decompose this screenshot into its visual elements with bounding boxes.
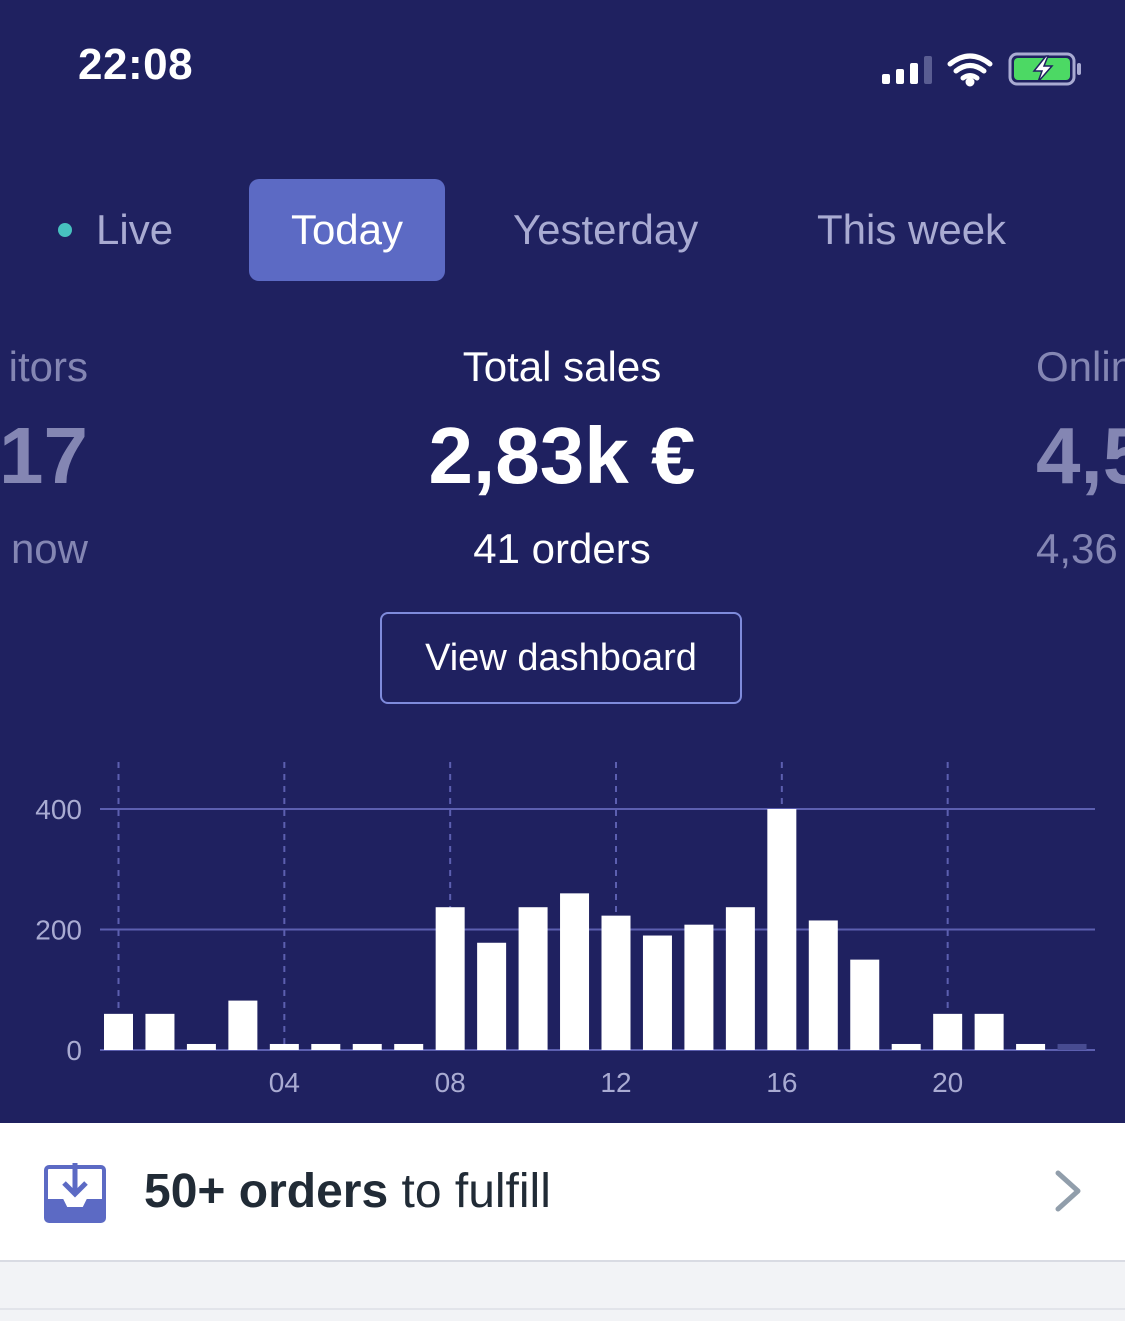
chart-bar [891, 1043, 921, 1050]
chart-bar [435, 907, 465, 1050]
chart-bar [642, 935, 672, 1050]
metric-subtext: now [10, 525, 88, 572]
chart-bar [601, 915, 631, 1050]
chart-bar [1057, 1043, 1087, 1050]
chart-bar [477, 942, 507, 1050]
chart-bar [394, 1043, 424, 1050]
orders-suffix: to fulfill [388, 1165, 551, 1218]
x-tick-label: 20 [932, 1067, 963, 1098]
bottom-spacer [0, 1262, 1125, 1308]
metric-card-total-sales[interactable]: Total sales 2,83k € 41 orders [312, 336, 812, 580]
tab-live[interactable]: Live [58, 179, 173, 281]
signal-icon [882, 56, 932, 84]
chart-bar [850, 959, 880, 1050]
x-tick-label: 08 [435, 1067, 466, 1098]
y-tick-label: 0 [66, 1035, 82, 1066]
chart-bar [684, 924, 714, 1050]
metric-label: Onlin [1036, 343, 1125, 390]
chart-bar [933, 1013, 963, 1050]
chart-bar [518, 907, 548, 1050]
y-tick-label: 200 [35, 915, 82, 946]
chart-bar [767, 809, 797, 1050]
live-dot-icon [58, 222, 72, 237]
orders-to-fulfill-text: 50+ orders to fulfill [144, 1159, 551, 1225]
chart-bar [228, 1000, 258, 1050]
inbox-download-icon [44, 1163, 106, 1223]
view-dashboard-button[interactable]: View dashboard [380, 612, 742, 704]
x-tick-label: 04 [269, 1067, 300, 1098]
metric-label: itors [8, 343, 88, 390]
metric-card-visitors[interactable]: itors 17 now [0, 336, 88, 580]
tab-this-week[interactable]: This week [817, 206, 1007, 253]
chart-bar [104, 1013, 133, 1050]
chart-bar [352, 1043, 382, 1050]
chart-bar [974, 1013, 1004, 1050]
wifi-icon [947, 53, 993, 87]
x-tick-label: 12 [600, 1067, 631, 1098]
chart-bar [186, 1043, 216, 1050]
metric-value: 2,83k € [428, 411, 696, 500]
status-time: 22:08 [78, 40, 194, 89]
y-tick-label: 400 [35, 794, 82, 825]
tab-today[interactable]: Today [249, 179, 445, 281]
x-tick-label: 16 [766, 1067, 797, 1098]
metric-label: Total sales [462, 343, 662, 390]
chart-bar [269, 1043, 299, 1050]
chart-bar [311, 1043, 341, 1050]
chart-bar [145, 1013, 175, 1050]
metric-value: 17 [0, 411, 88, 500]
chart-bar [1016, 1043, 1046, 1050]
chevron-right-icon [1055, 1170, 1081, 1212]
metric-subtext: 4,36 [1036, 525, 1118, 572]
metric-value: 4,5 [1036, 411, 1125, 500]
period-tabs: Live Today Yesterday This week [0, 179, 1125, 281]
chart-bar [808, 920, 838, 1050]
tab-live-label: Live [96, 206, 174, 253]
status-icons [882, 52, 1081, 87]
divider [0, 1308, 1125, 1310]
orders-count: 50+ orders [144, 1165, 389, 1218]
chart-bar [560, 893, 590, 1050]
hourly-sales-chart: 0 200 400 04 08 12 16 20 [35, 762, 1095, 1098]
orders-to-fulfill-card[interactable]: 50+ orders to fulfill [0, 1123, 1125, 1262]
tab-yesterday[interactable]: Yesterday [513, 206, 699, 253]
home-hero: 22:08 Live Today Yesterday This week [0, 0, 1125, 1123]
metric-card-online[interactable]: Onlin 4,5 4,36 [1036, 336, 1125, 580]
metric-subtext: 41 orders [473, 525, 651, 572]
battery-charging-icon [1008, 52, 1081, 86]
chart-bar [725, 907, 755, 1050]
